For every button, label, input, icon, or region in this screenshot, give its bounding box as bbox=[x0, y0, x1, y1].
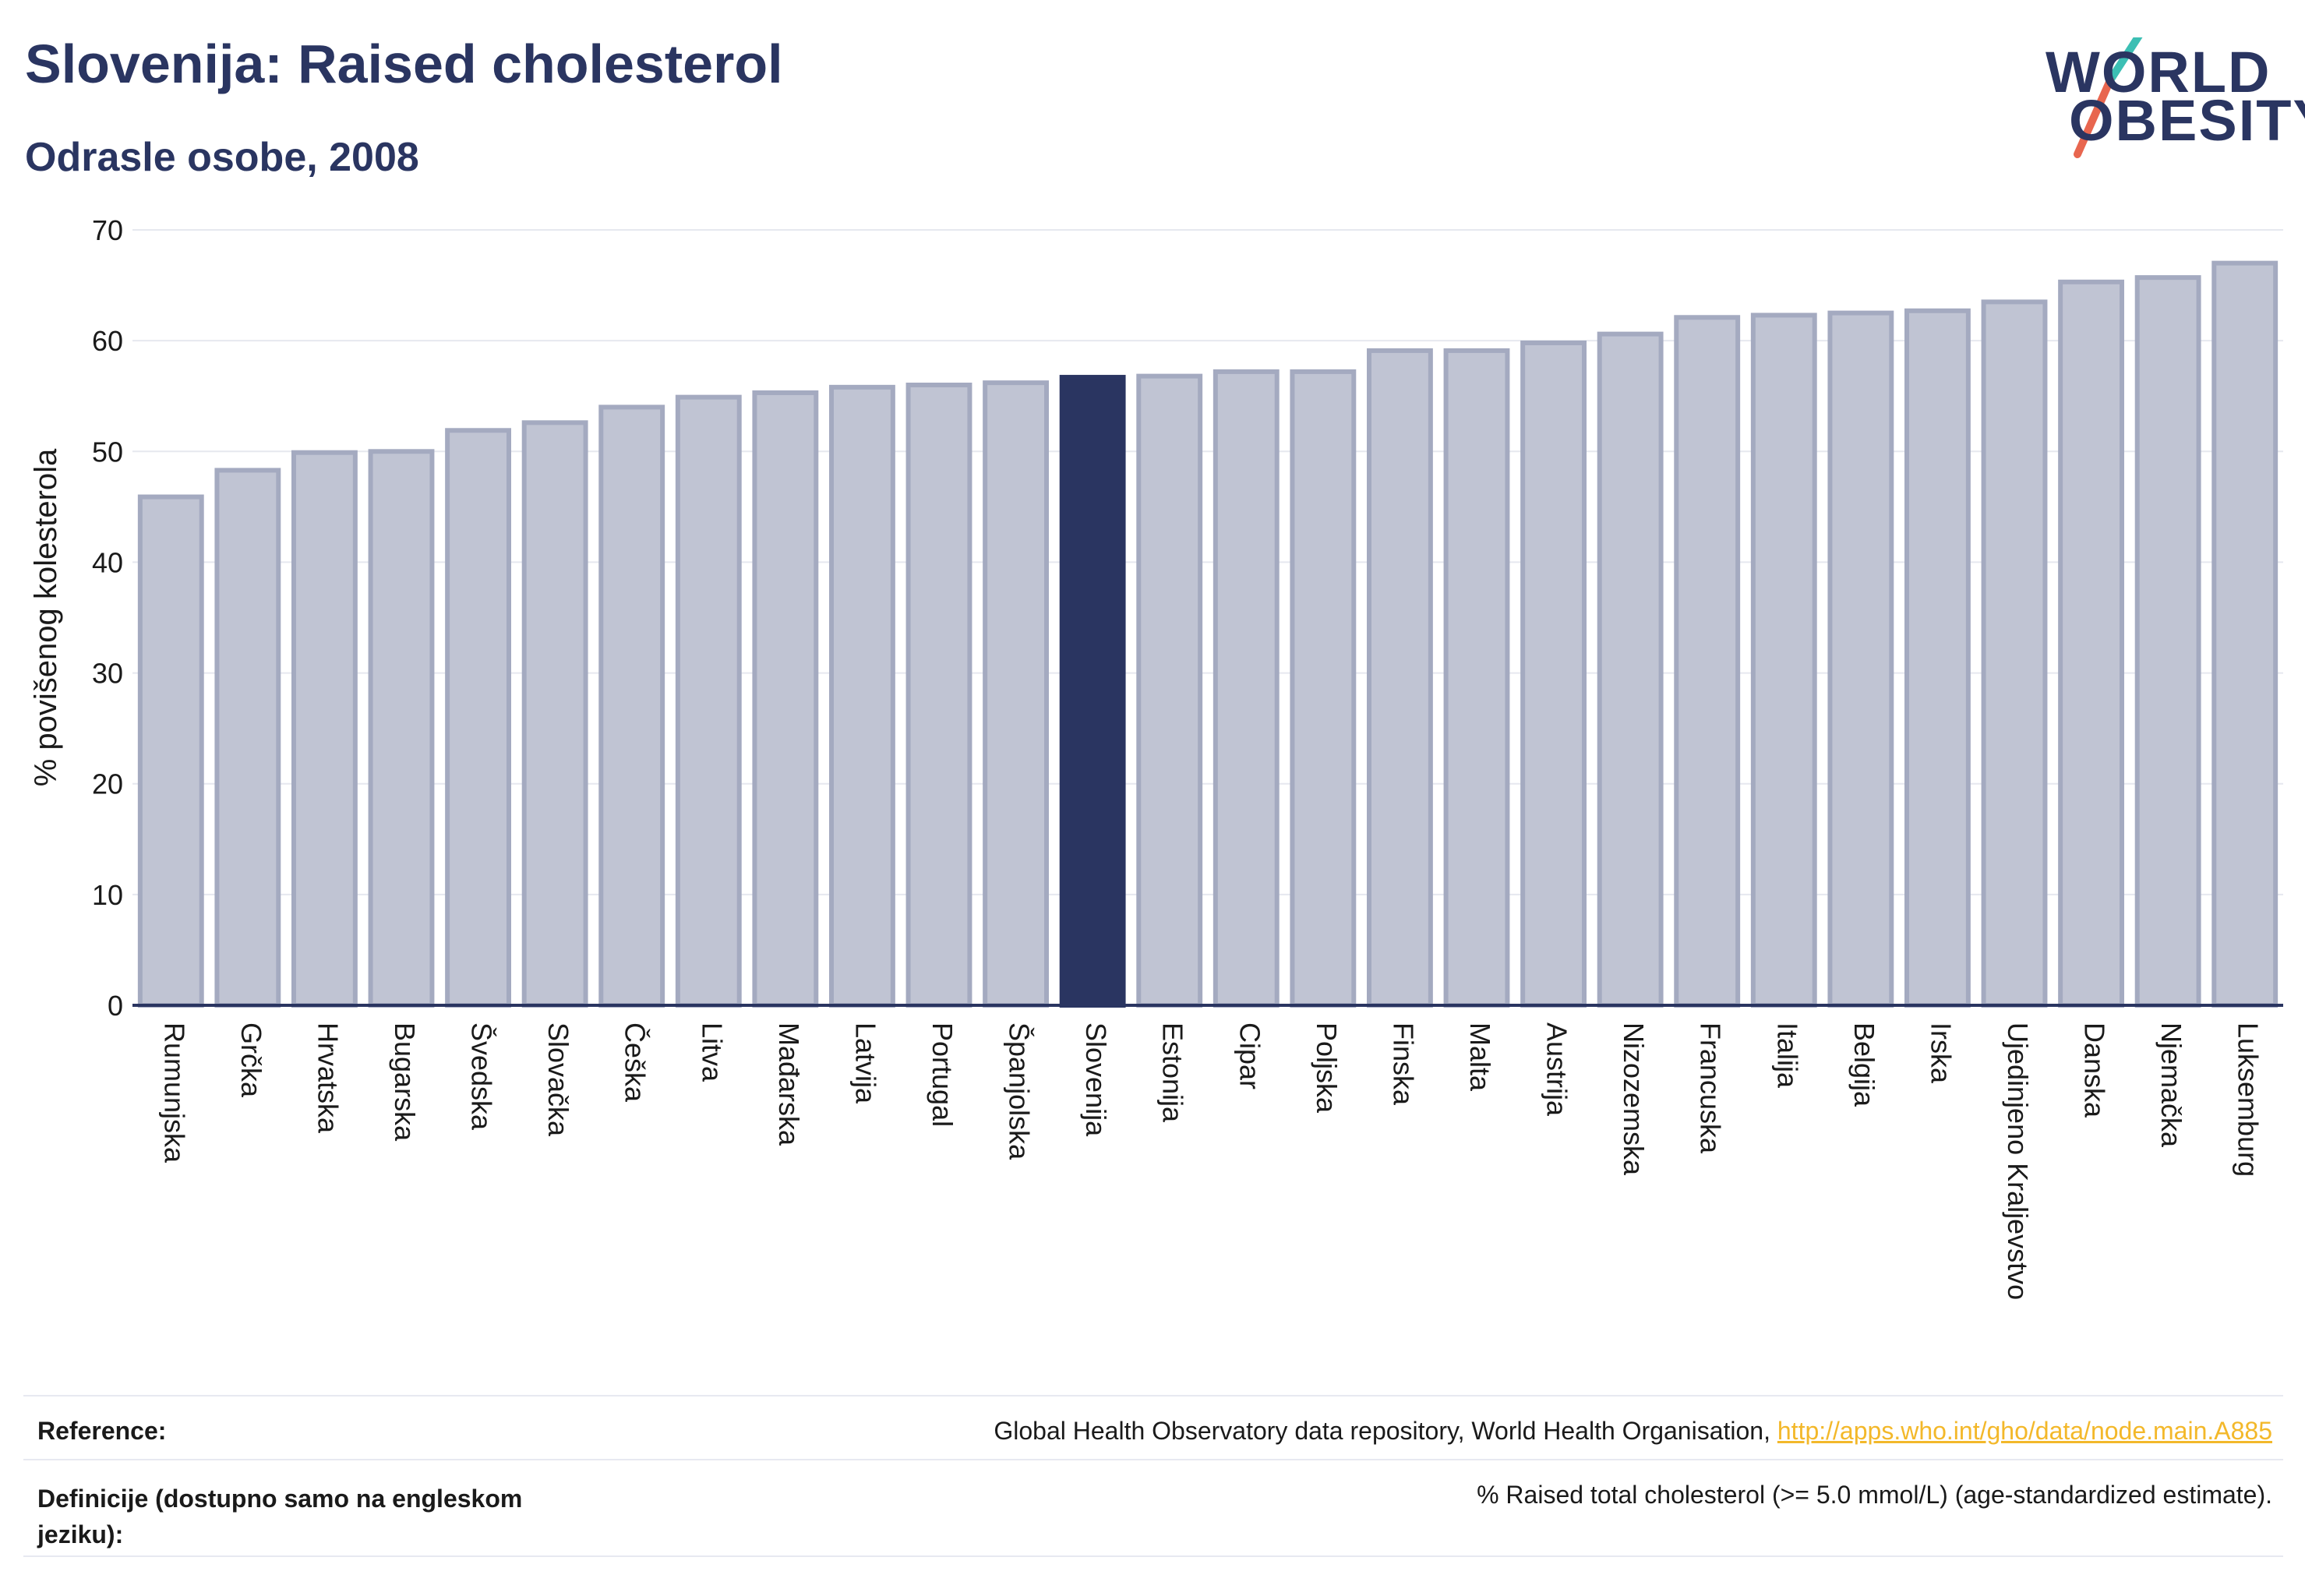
x-tick-label: Hrvatska bbox=[312, 1022, 344, 1134]
reference-text: Global Health Observatory data repositor… bbox=[994, 1417, 2272, 1446]
y-tick-label: 50 bbox=[92, 436, 123, 468]
x-tick-label: Finska bbox=[1387, 1022, 1419, 1106]
x-tick-label: Cipar bbox=[1234, 1022, 1265, 1089]
y-tick-label: 0 bbox=[108, 990, 123, 1022]
x-tick-label: Portugal bbox=[927, 1022, 958, 1127]
bar-malta[interactable] bbox=[1443, 348, 1510, 1008]
x-tick-label: Španjolska bbox=[1004, 1022, 1036, 1160]
chart-title: Slovenija: Raised cholesterol bbox=[25, 34, 783, 94]
bar-bugarska[interactable] bbox=[368, 449, 435, 1008]
reference-label: Reference: bbox=[37, 1417, 167, 1445]
bar-latvija[interactable] bbox=[829, 384, 895, 1008]
y-tick-label: 30 bbox=[92, 658, 123, 690]
bar-portugal[interactable] bbox=[905, 383, 972, 1008]
bar-irska[interactable] bbox=[1904, 308, 1971, 1008]
bar-nizozemska[interactable] bbox=[1597, 331, 1664, 1008]
bar-švedska[interactable] bbox=[445, 428, 512, 1008]
logo-text-line2: OBESITY bbox=[2069, 88, 2305, 153]
bar-chart: 0 10 20 30 40 50 60 70 Rumunjska Grčka Hrvatska Bu… bbox=[29, 214, 2283, 1300]
x-tick-label: Danska bbox=[2079, 1022, 2111, 1118]
bar-litva[interactable] bbox=[675, 394, 742, 1008]
chart-subtitle: Odrasle osobe, 2008 bbox=[25, 135, 419, 180]
reference-source: Global Health Observatory data repositor… bbox=[994, 1417, 1777, 1445]
bar-hrvatska[interactable] bbox=[291, 450, 358, 1008]
footer-divider bbox=[23, 1459, 2283, 1460]
x-tick-label: Latvija bbox=[849, 1022, 881, 1104]
x-tick-label: Ujedinjeno Kraljevstvo bbox=[2002, 1022, 2034, 1300]
x-tick-label: Irska bbox=[1925, 1022, 1957, 1084]
y-tick-label: 20 bbox=[92, 768, 123, 800]
x-tick-label: Belgija bbox=[1848, 1022, 1880, 1107]
bar-finska[interactable] bbox=[1367, 348, 1433, 1008]
x-tick-label: Slovenija bbox=[1080, 1022, 1112, 1137]
x-tick-label: Grčka bbox=[235, 1022, 267, 1098]
bar-rumunjska[interactable] bbox=[137, 494, 204, 1008]
x-tick-label: Estonija bbox=[1157, 1022, 1189, 1123]
x-tick-label: Francuska bbox=[1695, 1022, 1727, 1154]
bar-danska[interactable] bbox=[2058, 279, 2124, 1008]
bar-mađarska[interactable] bbox=[752, 390, 819, 1008]
x-tick-label: Litva bbox=[696, 1022, 728, 1082]
y-tick-label: 40 bbox=[92, 546, 123, 578]
x-tick-label: Mađarska bbox=[773, 1022, 805, 1146]
x-tick-label: Nizozemska bbox=[1618, 1022, 1650, 1176]
footer-divider bbox=[23, 1395, 2283, 1396]
x-tick-label: Poljska bbox=[1311, 1022, 1343, 1114]
x-tick-label: Njemačka bbox=[2155, 1022, 2187, 1148]
x-tick-label: Malta bbox=[1464, 1022, 1496, 1092]
logo-text-line1: WORLD bbox=[2046, 40, 2271, 104]
footer-divider bbox=[23, 1555, 2283, 1557]
x-tick-label: Češka bbox=[619, 1022, 651, 1103]
bar-španjolska[interactable] bbox=[983, 380, 1049, 1008]
bar-slovenija[interactable] bbox=[1059, 375, 1126, 1008]
bar-italija[interactable] bbox=[1750, 312, 1817, 1008]
definition-label: Definicije (dostupno samo na engleskom j… bbox=[37, 1485, 523, 1549]
x-tick-label: Luksemburg bbox=[2233, 1022, 2264, 1177]
world-obesity-logo: WORLD OBESITY bbox=[2026, 37, 2305, 162]
bar-ujedinjeno-kraljevstvo[interactable] bbox=[1981, 299, 2048, 1008]
x-tick-label: Bugarska bbox=[389, 1022, 421, 1142]
x-tick-label: Slovačka bbox=[542, 1022, 574, 1137]
x-tick-label: Švedska bbox=[466, 1022, 498, 1131]
x-axis-ticks: Rumunjska Grčka Hrvatska Bugarska Švedska Slo… bbox=[158, 1022, 2264, 1300]
y-axis-ticks: 0 10 20 30 40 50 60 70 bbox=[92, 214, 123, 1022]
bar-luksemburg[interactable] bbox=[2211, 260, 2279, 1008]
bar-cipar[interactable] bbox=[1213, 369, 1280, 1008]
x-tick-label: Italija bbox=[1771, 1022, 1803, 1089]
reference-link[interactable]: http://apps.who.int/gho/data/node.main.A… bbox=[1777, 1417, 2272, 1445]
x-tick-label: Austrija bbox=[1541, 1022, 1573, 1117]
bar-češka[interactable] bbox=[598, 404, 665, 1008]
y-tick-label: 10 bbox=[92, 879, 123, 911]
bar-grčka[interactable] bbox=[214, 468, 281, 1008]
bar-estonija[interactable] bbox=[1136, 373, 1203, 1008]
logo-slash-icon bbox=[2074, 37, 2143, 158]
bar-njemačka[interactable] bbox=[2134, 275, 2201, 1008]
y-axis-label: % povišenog kolesterola bbox=[29, 448, 63, 786]
bar-belgija[interactable] bbox=[1827, 310, 1894, 1008]
y-tick-label: 70 bbox=[92, 214, 123, 246]
bar-austrija[interactable] bbox=[1520, 340, 1587, 1008]
x-tick-label: Rumunjska bbox=[158, 1022, 190, 1163]
y-tick-label: 60 bbox=[92, 325, 123, 357]
bar-francuska[interactable] bbox=[1674, 315, 1741, 1008]
bar-slovačka[interactable] bbox=[521, 420, 588, 1008]
bar-poljska[interactable] bbox=[1290, 369, 1357, 1008]
definition-text: % Raised total cholesterol (>= 5.0 mmol/… bbox=[1477, 1481, 2272, 1509]
